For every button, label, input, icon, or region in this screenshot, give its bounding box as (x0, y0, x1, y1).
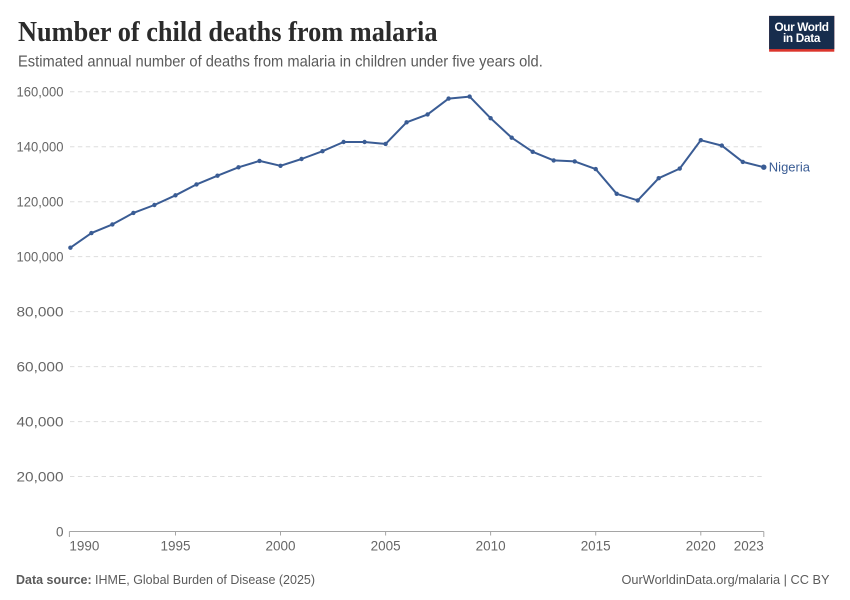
svg-text:1990: 1990 (69, 539, 99, 554)
svg-text:2023: 2023 (734, 539, 764, 554)
svg-text:140,000: 140,000 (17, 140, 64, 155)
svg-text:160,000: 160,000 (17, 85, 64, 100)
svg-text:Estimated annual number of dea: Estimated annual number of deaths from m… (18, 54, 543, 71)
svg-text:2015: 2015 (581, 539, 611, 554)
svg-text:1995: 1995 (161, 539, 191, 554)
svg-text:Nigeria: Nigeria (769, 160, 811, 175)
svg-text:20,000: 20,000 (17, 469, 64, 484)
svg-text:2005: 2005 (371, 539, 401, 554)
svg-text:80,000: 80,000 (17, 304, 64, 319)
svg-text:100,000: 100,000 (17, 249, 64, 264)
svg-text:2010: 2010 (476, 539, 506, 554)
svg-text:OurWorldinData.org/malaria | C: OurWorldinData.org/malaria | CC BY (622, 572, 830, 587)
svg-text:60,000: 60,000 (17, 359, 64, 374)
svg-text:2000: 2000 (266, 539, 296, 554)
svg-text:0: 0 (56, 524, 64, 539)
svg-text:Our World: Our World (774, 20, 829, 34)
svg-text:2020: 2020 (686, 539, 716, 554)
svg-text:in Data: in Data (783, 31, 821, 45)
svg-text:120,000: 120,000 (17, 195, 64, 210)
svg-text:40,000: 40,000 (17, 414, 64, 429)
svg-text:Data source: IHME, Global Burd: Data source: IHME, Global Burden of Dise… (16, 572, 315, 587)
svg-text:Number of child deaths from ma: Number of child deaths from malaria (18, 16, 438, 48)
